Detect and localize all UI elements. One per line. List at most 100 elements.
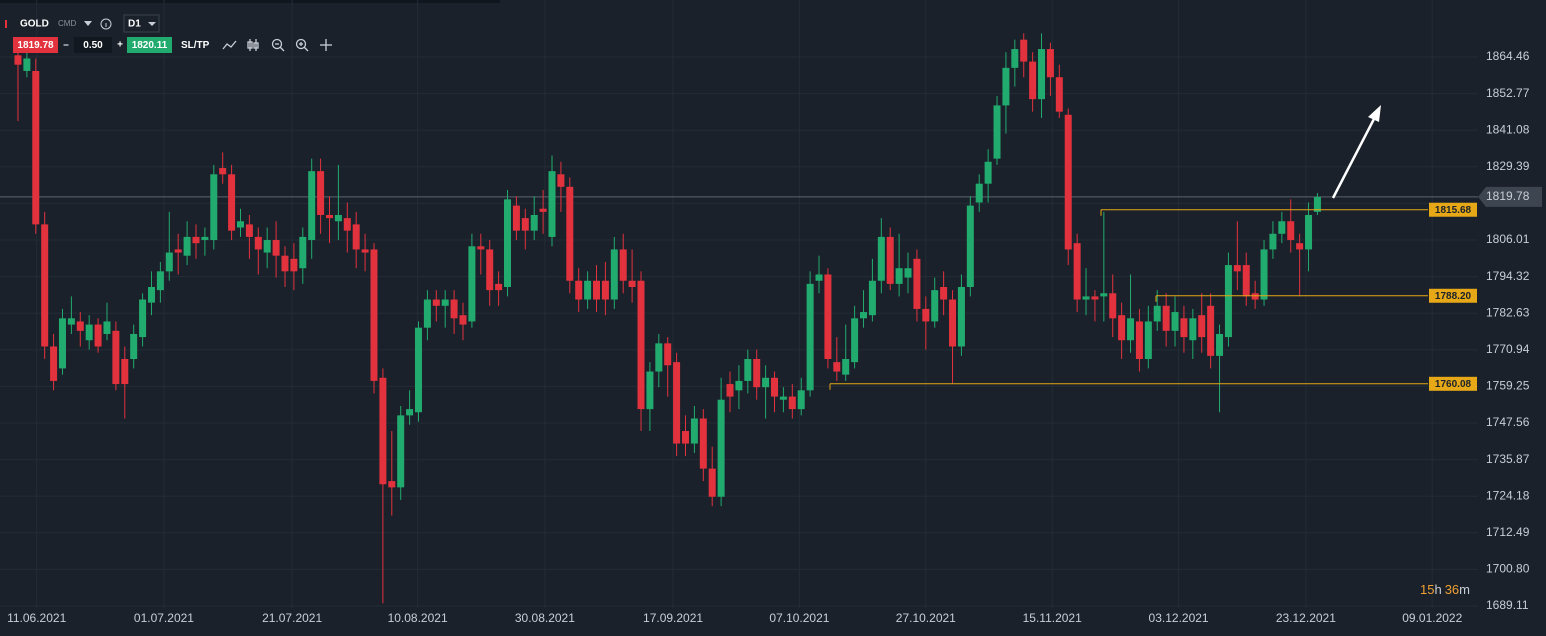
- candle-body: [1305, 214, 1313, 250]
- candle-body: [1313, 196, 1321, 212]
- candle-body: [236, 221, 244, 228]
- candle-body: [548, 171, 556, 237]
- level-label-box: [1429, 288, 1477, 303]
- candle-body: [708, 468, 716, 497]
- candle-body: [139, 299, 147, 338]
- candle-body: [1073, 243, 1081, 300]
- top-strip: [0, 0, 500, 3]
- candle-body: [717, 399, 725, 497]
- candle-body: [512, 205, 520, 231]
- candle-body: [334, 214, 342, 222]
- candle-body: [406, 409, 414, 416]
- axis-panel: [1478, 0, 1546, 636]
- candle-body: [610, 249, 618, 300]
- candle-body: [1296, 243, 1304, 250]
- candle-body: [486, 249, 494, 291]
- candle-body: [1269, 233, 1277, 250]
- candle-body: [521, 218, 529, 231]
- candle-body: [931, 290, 939, 322]
- plus[interactable]: +: [117, 40, 123, 51]
- candle-body: [539, 208, 547, 212]
- candle-body: [325, 214, 333, 219]
- y-tick-label: 1852.77: [1486, 86, 1530, 100]
- x-tick-label: 07.10.2021: [769, 611, 829, 625]
- y-tick-label: 1700.80: [1486, 562, 1530, 576]
- line-icon[interactable]: [222, 40, 237, 50]
- candle-body: [495, 283, 503, 291]
- candle-body: [103, 321, 111, 334]
- candle-body: [343, 218, 351, 231]
- x-tick-label: 03.12.2021: [1149, 611, 1209, 625]
- sltp[interactable]: SL/TP: [181, 40, 210, 51]
- y-tick-label: 1794.32: [1486, 269, 1530, 283]
- y-tick-label: 1735.87: [1486, 452, 1530, 466]
- timer-h: h: [1434, 582, 1441, 597]
- candle-body: [957, 287, 965, 347]
- candle-body: [806, 283, 814, 391]
- candle-body: [682, 431, 690, 444]
- candle-body: [32, 70, 40, 225]
- candle-body: [984, 161, 992, 184]
- timeframe-box[interactable]: [123, 14, 160, 33]
- candle-body: [1189, 318, 1197, 341]
- candle-body: [601, 280, 609, 300]
- ask[interactable]: 1820.11: [132, 40, 168, 51]
- candle-body: [165, 252, 173, 272]
- candle-body: [851, 318, 859, 363]
- candle-body: [966, 205, 974, 288]
- dropdown[interactable]: [84, 21, 92, 26]
- move-icon[interactable]: [320, 39, 332, 51]
- timer: 15h 36m: [1420, 582, 1470, 597]
- candle-body: [85, 324, 93, 341]
- candle-body: [201, 236, 209, 241]
- bid[interactable]: 1819.78: [17, 40, 54, 51]
- arrow-head: [1368, 105, 1381, 122]
- candle-body: [1029, 61, 1037, 100]
- x-tick-label: 23.12.2021: [1276, 611, 1336, 625]
- candle-body: [842, 359, 850, 375]
- timeframe[interactable]: D1: [128, 19, 141, 30]
- buy-button[interactable]: [127, 37, 172, 53]
- candle-body: [949, 299, 957, 347]
- x-tick-label: 01.07.2021: [134, 611, 194, 625]
- candle-body: [655, 343, 663, 372]
- candle-body: [130, 333, 138, 360]
- level-label-box: [1429, 202, 1477, 217]
- candle-body: [673, 362, 681, 444]
- candle-body: [219, 168, 227, 175]
- candle-body: [1278, 221, 1286, 234]
- arrow-shaft: [1331, 116, 1377, 199]
- candle-body: [121, 359, 129, 385]
- info-icon[interactable]: [100, 18, 112, 30]
- candle-body: [690, 418, 698, 444]
- candle-body: [281, 255, 289, 272]
- market: CMD: [58, 19, 76, 28]
- candle-body: [1011, 49, 1019, 68]
- candle-body: [824, 274, 832, 360]
- candle-body: [58, 318, 66, 369]
- candle-body: [441, 299, 449, 306]
- candle-icon[interactable]: [247, 39, 259, 51]
- zoom-out[interactable]: [271, 38, 285, 52]
- candle-body: [1224, 265, 1232, 338]
- y-tick-label: 1689.11: [1486, 598, 1529, 612]
- symbol[interactable]: GOLD: [20, 19, 49, 30]
- zoom-in[interactable]: [295, 38, 309, 52]
- candle-body: [646, 371, 654, 410]
- candle-body: [1135, 321, 1143, 360]
- minus[interactable]: –: [63, 40, 69, 51]
- candle-body: [183, 236, 191, 256]
- sell-button[interactable]: [13, 37, 58, 53]
- volume[interactable]: 0.50: [83, 40, 103, 51]
- dropdown[interactable]: [148, 22, 156, 26]
- candle-body: [1064, 114, 1072, 250]
- candle-body: [174, 249, 182, 253]
- marker: [5, 20, 7, 28]
- candle-body: [1233, 265, 1241, 272]
- volume-box[interactable]: [74, 37, 112, 53]
- candle-body: [317, 171, 325, 215]
- candle-body: [1020, 39, 1028, 62]
- candle-body: [1260, 249, 1268, 300]
- trend-arrow: [1331, 105, 1381, 199]
- candle-body: [788, 396, 796, 410]
